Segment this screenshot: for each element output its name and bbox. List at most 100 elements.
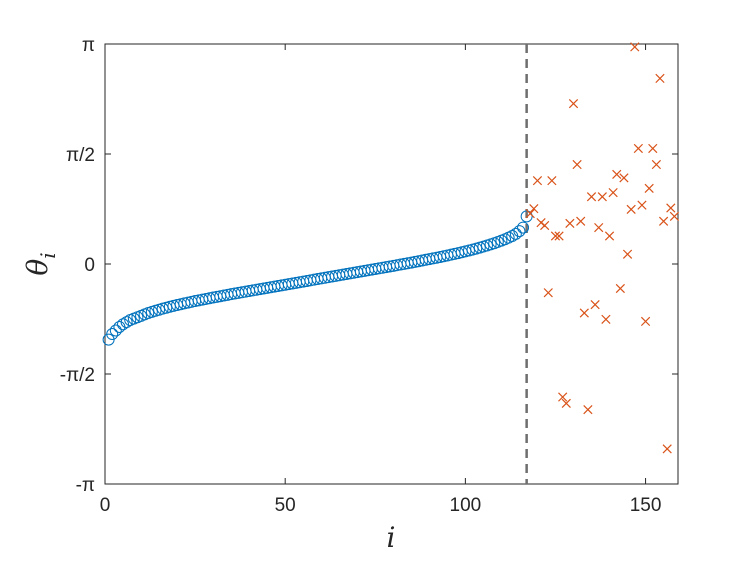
- data-point-cross: [662, 444, 672, 454]
- x-tick-label: 150: [630, 495, 662, 516]
- y-axis-label: θi: [21, 252, 60, 275]
- x-axis-tick-labels: 0 50 100 150: [100, 495, 662, 516]
- cross-stroke: [666, 203, 676, 213]
- data-point-cross: [597, 192, 607, 202]
- plot-area: 0 50 100 150 -π -π/2 0 π/2 π: [60, 35, 680, 516]
- y-tick-label: -π/2: [60, 365, 95, 386]
- data-point-cross: [543, 288, 553, 298]
- data-point-cross: [601, 314, 611, 324]
- data-point-cross: [615, 283, 625, 294]
- x-tick-label: 0: [100, 495, 111, 516]
- data-point-circle: [520, 210, 533, 223]
- data-point-cross: [658, 216, 669, 226]
- y-tick-label: -π: [76, 475, 95, 496]
- data-point-cross: [630, 42, 640, 52]
- data-point-cross: [532, 176, 543, 186]
- cross-stroke: [572, 159, 582, 170]
- cross-stroke: [619, 173, 629, 183]
- data-point-cross: [594, 222, 604, 233]
- data-point-circle: [117, 318, 130, 331]
- data-point-cross: [576, 216, 586, 226]
- cross-stroke: [644, 183, 654, 193]
- data-point-cross: [561, 398, 571, 408]
- cross-stroke: [554, 231, 564, 241]
- cross-stroke: [597, 192, 607, 202]
- data-point-cross: [583, 405, 593, 415]
- cross-stroke: [586, 192, 597, 202]
- data-point-cross: [558, 392, 568, 402]
- cross-stroke: [658, 216, 669, 226]
- cross-stroke: [525, 208, 535, 219]
- cross-stroke: [651, 159, 662, 170]
- data-point-circle: [120, 316, 133, 329]
- data-point-circle: [106, 328, 119, 341]
- cross-stroke: [547, 176, 557, 186]
- cross-stroke: [648, 143, 658, 154]
- data-point-cross: [655, 73, 665, 84]
- x-axis-label: i: [387, 521, 396, 554]
- cross-stroke: [579, 308, 589, 318]
- cross-stroke: [615, 283, 625, 294]
- cross-stroke: [604, 231, 615, 241]
- y-axis-label-subscript: i: [36, 252, 60, 258]
- cross-stroke: [594, 222, 604, 233]
- cross-stroke: [626, 204, 636, 215]
- cross-stroke: [558, 392, 568, 402]
- x-axis-ticks: [104, 44, 647, 484]
- cross-stroke: [640, 316, 651, 327]
- data-point-cross: [529, 204, 539, 214]
- y-tick-label: π/2: [66, 145, 95, 166]
- cross-stroke: [601, 314, 611, 324]
- data-point-cross: [669, 211, 680, 222]
- cross-stroke: [543, 288, 553, 298]
- cross-stroke: [565, 218, 575, 229]
- data-point-cross: [637, 200, 647, 210]
- cross-stroke: [612, 169, 622, 179]
- data-point-circle: [517, 221, 530, 234]
- data-point-cross: [651, 159, 662, 170]
- cross-stroke: [529, 204, 539, 214]
- data-point-cross: [568, 99, 579, 109]
- data-point-cross: [622, 249, 633, 259]
- cross-stroke: [590, 299, 600, 310]
- data-point-cross: [608, 187, 618, 198]
- data-point-cross: [565, 218, 575, 229]
- data-point-cross: [619, 173, 629, 183]
- data-point-cross: [612, 169, 622, 179]
- y-tick-label: 0: [84, 255, 95, 276]
- data-point-cross: [644, 183, 654, 193]
- data-point-cross: [648, 143, 658, 154]
- cross-stroke: [568, 99, 579, 109]
- cross-stroke: [561, 398, 571, 408]
- cross-stroke: [532, 176, 543, 186]
- data-point-cross: [604, 231, 615, 241]
- data-point-cross: [586, 192, 597, 202]
- data-point-cross: [579, 308, 589, 318]
- cross-stroke: [550, 231, 561, 241]
- data-point-cross: [540, 220, 550, 231]
- data-point-cross: [626, 204, 636, 215]
- x-tick-label: 50: [275, 495, 296, 516]
- y-axis-tick-labels: -π -π/2 0 π/2 π: [60, 35, 95, 496]
- cross-stroke: [669, 211, 680, 222]
- data-point-cross: [525, 208, 535, 219]
- y-tick-label: π: [82, 35, 95, 56]
- series-circles: [102, 210, 533, 346]
- data-point-circle: [509, 227, 522, 240]
- data-point-cross: [554, 231, 564, 241]
- data-point-cross: [666, 203, 676, 213]
- cross-stroke: [637, 200, 647, 210]
- cross-stroke: [662, 444, 672, 454]
- series-crosses: [525, 42, 680, 454]
- data-point-cross: [550, 231, 561, 241]
- y-axis-ticks: [105, 43, 678, 485]
- data-point-cross: [640, 316, 651, 327]
- cross-stroke: [630, 42, 640, 52]
- cross-stroke: [622, 249, 633, 259]
- cross-stroke: [583, 405, 593, 415]
- data-point-cross: [590, 299, 600, 310]
- cross-stroke: [576, 216, 586, 226]
- cross-stroke: [633, 143, 643, 154]
- cross-stroke: [608, 187, 618, 198]
